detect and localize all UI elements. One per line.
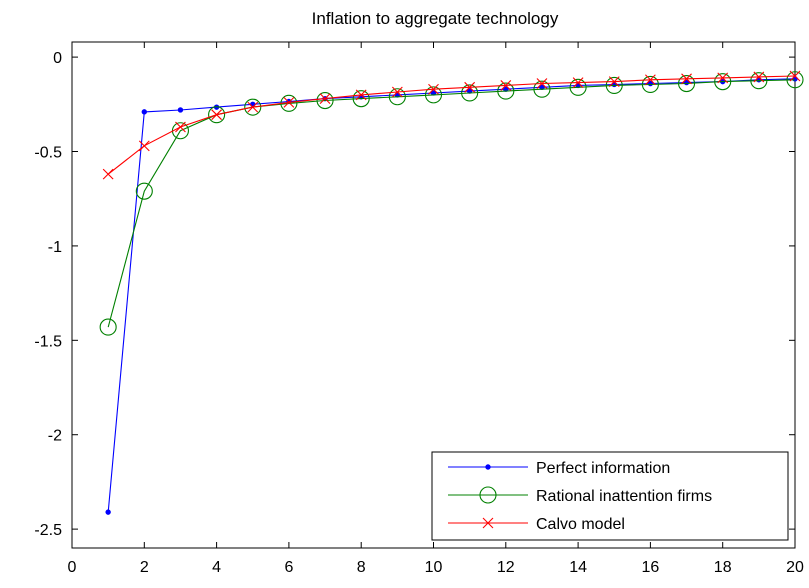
data-point: [786, 71, 804, 89]
data-point: [208, 106, 226, 124]
legend-marker: [482, 517, 494, 529]
data-point: [717, 72, 729, 84]
x-tick-label: 4: [212, 559, 221, 576]
data-point-stroke: [138, 140, 150, 152]
data-point: [102, 168, 114, 180]
data-point: [789, 70, 801, 82]
x-tick-label: 14: [569, 559, 587, 576]
y-tick-label: -1: [48, 239, 62, 256]
data-point: [355, 89, 367, 101]
x-tick-label: 2: [140, 559, 149, 576]
data-point: [319, 93, 331, 105]
data-point-stroke: [428, 83, 439, 95]
data-point: [99, 318, 117, 336]
data-point: [138, 140, 150, 152]
series-line: [107, 78, 796, 513]
legend-label: Calvo model: [536, 516, 625, 533]
series-calvo-model: [102, 70, 801, 180]
data-point: [211, 109, 222, 121]
data-point: [352, 90, 370, 108]
data-point: [536, 78, 548, 89]
data-point: [141, 109, 148, 115]
data-point-stroke: [536, 78, 548, 89]
legend-marker-stroke: [482, 517, 494, 529]
data-point-stroke: [283, 97, 295, 108]
data-point: [244, 98, 262, 116]
data-point-stroke: [391, 86, 403, 98]
series-line: [107, 75, 796, 175]
y-tick-label: -0.5: [34, 145, 62, 162]
data-point: [608, 76, 620, 88]
legend-label: Perfect information: [536, 460, 670, 477]
data-point: [428, 83, 439, 95]
data-point: [461, 84, 479, 102]
x-tick-label: 18: [714, 559, 732, 576]
x-tick-label: 12: [497, 559, 515, 576]
legend-entry: Calvo model: [448, 516, 625, 533]
data-point: [388, 88, 406, 106]
data-point-stroke: [645, 74, 656, 86]
data-point-stroke: [102, 168, 114, 180]
x-tick-label: 0: [68, 559, 77, 576]
data-point-stroke: [753, 71, 765, 83]
legend-marker: [485, 464, 491, 470]
data-point: [424, 86, 443, 104]
data-point: [247, 101, 259, 113]
data-point: [283, 97, 295, 108]
x-tick-label: 8: [357, 559, 366, 576]
data-point-stroke: [464, 81, 476, 93]
data-point-stroke: [319, 93, 331, 105]
x-tick-label: 20: [786, 559, 804, 576]
data-point-stroke: [211, 109, 222, 121]
legend: Perfect information Rational inattention …: [431, 451, 789, 541]
data-point: [681, 73, 692, 85]
data-point: [316, 91, 334, 110]
x-tick-label: 10: [425, 559, 443, 576]
legend-entry: Perfect information: [448, 460, 670, 477]
data-point-stroke: [572, 77, 584, 88]
legend-label: Rational inattention firms: [536, 488, 712, 505]
data-point: [645, 74, 656, 86]
data-point: [500, 80, 512, 91]
data-point-stroke: [717, 72, 729, 84]
data-point: [605, 76, 623, 94]
data-point-stroke: [789, 70, 801, 82]
y-tick-label: -2: [48, 428, 62, 445]
y-tick-label: -2.5: [34, 522, 62, 539]
data-point: [677, 74, 696, 93]
y-tick-label: 0: [53, 50, 62, 67]
data-point-stroke: [681, 73, 692, 85]
data-point: [105, 509, 111, 515]
data-point-stroke: [608, 76, 620, 88]
data-point: [177, 107, 184, 113]
data-point: [753, 71, 765, 83]
data-point: [569, 78, 587, 96]
chart-title: Inflation to aggregate technology: [312, 9, 559, 28]
data-point: [497, 82, 515, 100]
y-tick-label: -1.5: [34, 333, 62, 350]
data-point-stroke: [175, 121, 186, 133]
data-point: [464, 81, 476, 93]
data-point: [533, 80, 551, 98]
data-point: [175, 121, 186, 133]
data-point-stroke: [355, 89, 367, 101]
data-point: [572, 77, 584, 88]
data-point-stroke: [500, 80, 512, 91]
legend-marker: [479, 486, 497, 504]
data-point: [391, 86, 403, 98]
data-point: [641, 75, 659, 94]
plot-area: 0 2 4 6 8 10 12 14 16 18 20 0 -0.5 -1 -1.5 -2 -2.5: [34, 41, 804, 576]
data-point: [714, 73, 732, 91]
data-point: [135, 182, 153, 200]
x-tick-label: 16: [642, 559, 660, 576]
x-tick-label: 6: [284, 559, 293, 576]
data-point-stroke: [247, 101, 259, 113]
legend-entry: Rational inattention firms: [448, 486, 712, 505]
data-point: [750, 72, 768, 90]
